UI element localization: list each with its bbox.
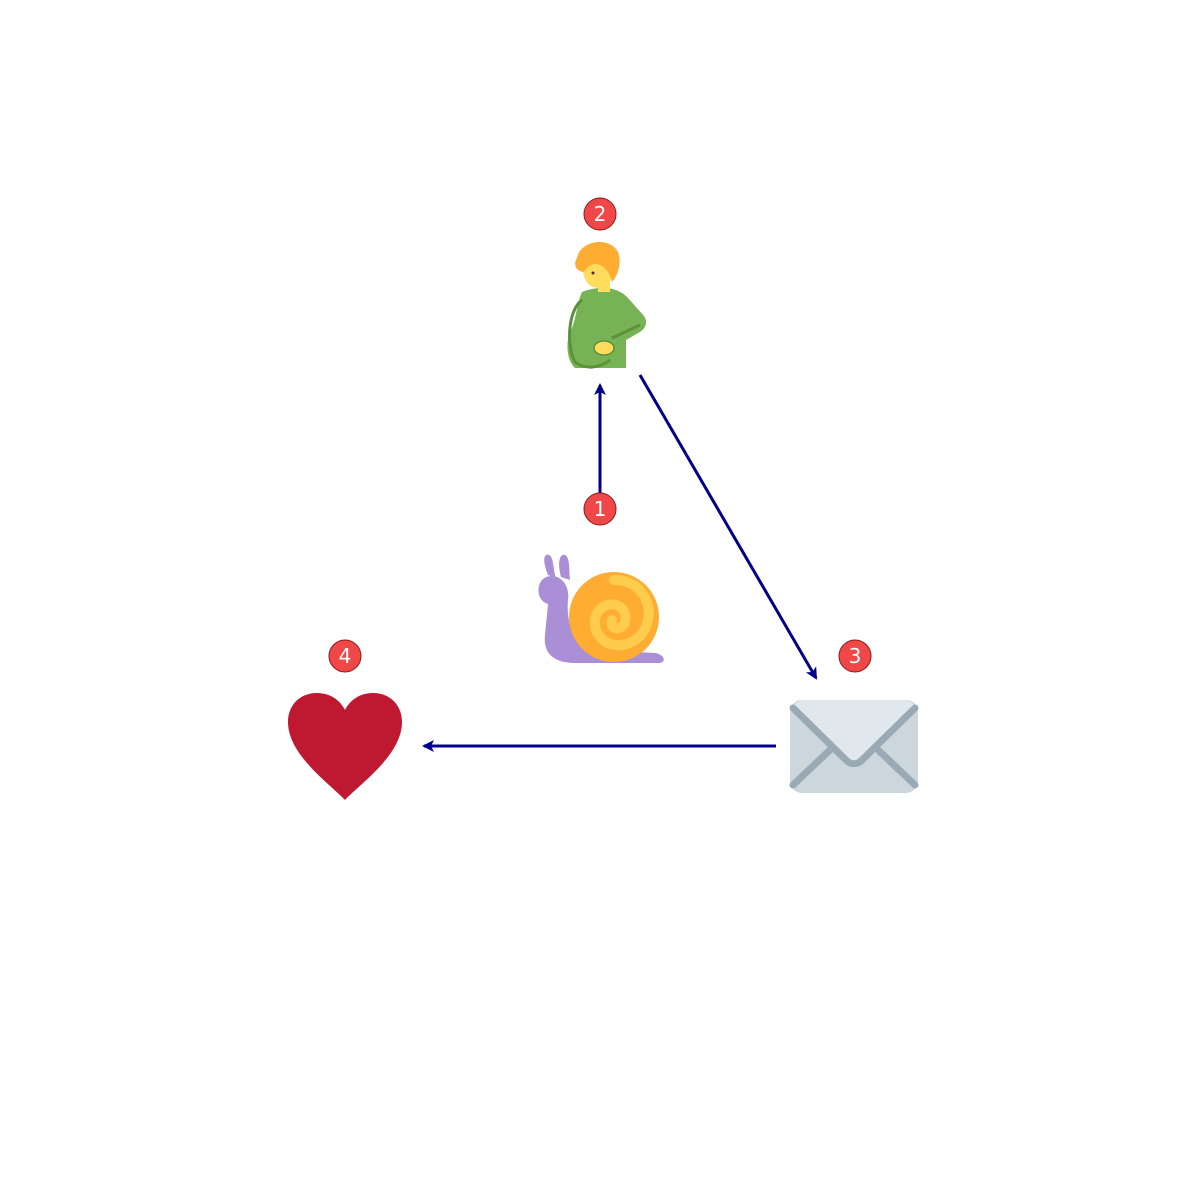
node-envelope: 3 [789,639,919,793]
arrow-pregnant-man-to-envelope [638,374,818,680]
badge-4: 4 [328,639,362,673]
badge-1: 1 [583,492,617,526]
heart-icon [288,693,402,800]
node-snail: 1 [538,492,664,663]
badge-4-label: 4 [339,644,352,668]
pregnant-man-icon [567,241,647,369]
envelope-icon [789,700,919,793]
badge-3-label: 3 [849,644,862,668]
badge-3: 3 [838,639,872,673]
node-heart: 4 [288,639,402,800]
snail-icon [538,554,664,663]
badge-2-label: 2 [594,202,607,226]
badge-2: 2 [583,197,617,231]
node-pregnant-man: 2 [567,197,647,369]
badge-1-label: 1 [594,497,607,521]
